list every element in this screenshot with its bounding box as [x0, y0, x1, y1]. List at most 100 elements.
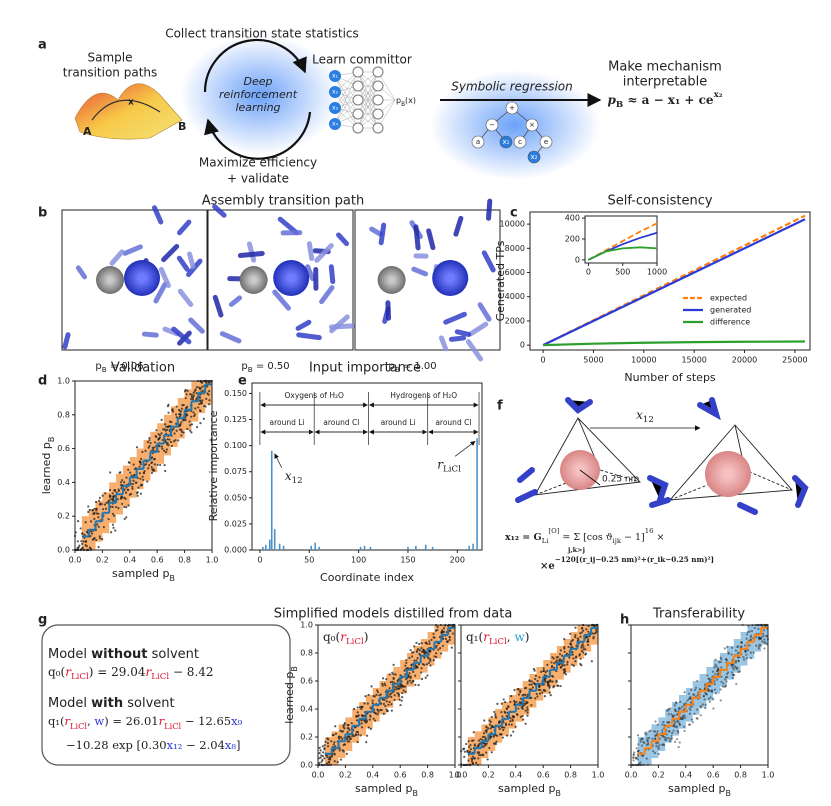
scatter-dot: [528, 683, 531, 686]
bar: [424, 544, 427, 550]
x-tick-label: 0.2: [339, 771, 352, 780]
scatter-dot: [632, 753, 635, 757]
frame-label: pB = 0.50: [241, 361, 289, 374]
scatter-dot: [415, 641, 418, 644]
scatter-dot: [166, 438, 169, 441]
scatter-dot: [563, 647, 566, 650]
scatter-dot: [392, 673, 395, 676]
scatter-dot: [364, 695, 367, 698]
text-part: r: [64, 714, 71, 728]
water-stick: [438, 335, 449, 352]
scatter-dot: [170, 421, 173, 424]
scatter-dot: [199, 422, 202, 425]
scatter-dot: [110, 497, 113, 501]
scatter-dot: [516, 713, 519, 717]
scatter-dot: [123, 517, 126, 521]
text-part: p: [388, 361, 394, 372]
scatter-dot: [762, 634, 765, 638]
scatter-dot: [451, 632, 455, 635]
glow: [430, 70, 600, 180]
scatter-dot: [95, 509, 98, 512]
scatter-dot: [575, 655, 578, 658]
scatter-dot: [163, 464, 166, 467]
scatter-dot: [348, 728, 351, 732]
scatter-dot: [408, 656, 411, 660]
scatter-dot: [696, 679, 699, 682]
scatter-dot: [376, 691, 380, 694]
x-tick-label: 1.0: [206, 556, 219, 565]
x-tick-label: 0.2: [482, 771, 495, 780]
scatter-dot: [713, 688, 717, 691]
text-part: [O]: [548, 527, 559, 535]
scatter-dot: [389, 681, 392, 684]
scatter-dot: [400, 686, 403, 689]
scatter-dot: [363, 702, 366, 705]
scatter-dot: [391, 680, 394, 683]
scatter-dot: [127, 504, 130, 507]
scatter-dot: [552, 657, 555, 660]
scatter-dot: [369, 715, 372, 718]
scatter-dot: [357, 733, 360, 736]
scatter-dot: [434, 629, 438, 632]
scatter-dot: [79, 527, 82, 530]
scatter-dot: [165, 448, 168, 451]
bar: [282, 545, 285, 550]
scatter-dot: [135, 446, 139, 449]
scatter-dot: [648, 730, 651, 733]
scatter-dot: [709, 696, 712, 699]
scatter-dot: [121, 479, 124, 482]
scatter-dot: [674, 740, 677, 743]
scatter-dot: [661, 731, 664, 734]
scatter-dot: [502, 698, 505, 701]
scatter-dot: [748, 644, 751, 647]
scatter-dot: [742, 658, 746, 661]
scatter-dot: [760, 640, 764, 643]
scatter-dot: [579, 635, 582, 638]
cycle-arrow: [204, 111, 312, 160]
scatter-dot: [559, 649, 562, 652]
scatter-dot: [538, 685, 541, 688]
scatter-dot: [404, 690, 407, 693]
scatter-dot: [516, 688, 520, 691]
scatter-dot: [354, 733, 358, 736]
scatter-dot: [703, 698, 706, 701]
water-stick: [467, 321, 489, 337]
scatter-dot: [533, 669, 536, 672]
scatter-dot: [526, 711, 529, 714]
scatter-dot: [132, 479, 135, 482]
scatter-dot: [352, 707, 356, 711]
scatter-dot: [374, 712, 378, 715]
scatter-dot: [448, 638, 451, 642]
scatter-dot: [167, 403, 170, 406]
scatter-dot: [177, 408, 181, 412]
scatter-dot: [572, 664, 576, 667]
water-stick: [122, 244, 143, 256]
scatter-dot: [191, 398, 195, 401]
scatter-dot: [430, 638, 433, 642]
scatter-dot: [717, 672, 720, 675]
annotation-arrow: [454, 441, 476, 457]
scatter-dot: [188, 420, 191, 423]
scatter-dot: [761, 632, 765, 635]
scatter-dot: [571, 650, 574, 654]
text-part: Li: [542, 537, 550, 545]
scatter-dot: [411, 655, 414, 658]
scatter-dot: [724, 678, 727, 681]
scatter-dot: [534, 674, 538, 678]
scatter-dot: [714, 672, 717, 676]
scatter-dot: [345, 752, 348, 756]
scatter-dot: [467, 740, 470, 743]
scatter-dot: [672, 729, 675, 732]
scatter-dot: [511, 719, 514, 722]
scatter-dot: [109, 471, 112, 474]
hidden-node: [372, 122, 384, 134]
water-stick: [188, 317, 205, 334]
scatter-dot: [155, 435, 158, 439]
scatter-dot: [394, 673, 397, 676]
x-tick-label: 20000: [732, 356, 757, 365]
scatter-dot: [463, 755, 466, 758]
axes-frame: [251, 382, 483, 551]
tree-node: [485, 118, 499, 132]
scatter-dot: [204, 405, 207, 408]
scatter-dot: [346, 736, 349, 739]
